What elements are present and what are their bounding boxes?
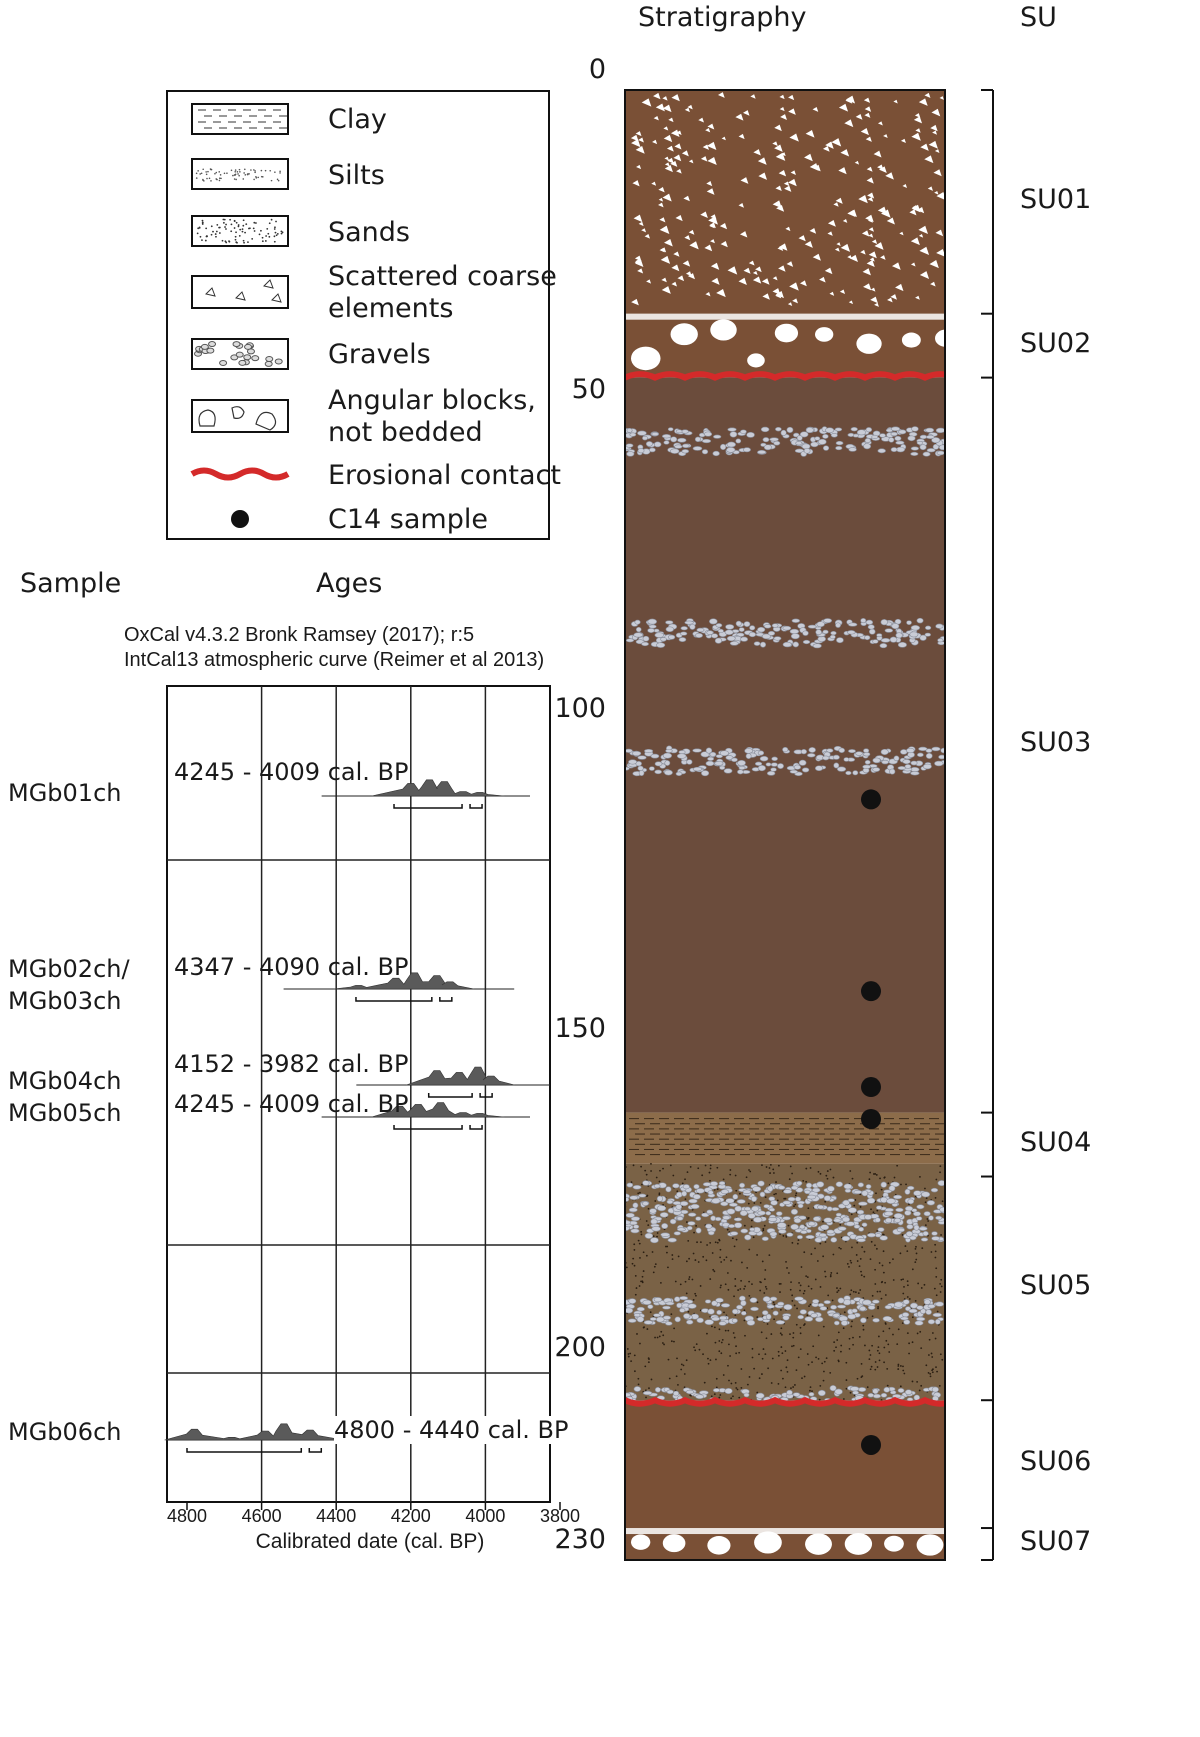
legend-label-clay: Clay: [328, 104, 387, 135]
legend: [166, 90, 550, 540]
depth-label-100: 100: [554, 693, 606, 725]
legend-label-gravels: Gravels: [328, 339, 431, 370]
oxcal-line-1: OxCal v4.3.2 Bronk Ramsey (2017); r:5: [124, 624, 475, 646]
calibration-plot: [164, 685, 561, 1510]
range-label-0: 4245 - 4009 cal. BP: [174, 758, 409, 786]
range-bracket: [427, 1093, 473, 1098]
gravel-band-3: [625, 1180, 945, 1244]
xtick-label-4400: 4400: [316, 1506, 357, 1526]
legend-label-erosional-contact: Erosional contact: [328, 460, 561, 491]
gravel-band-1: [625, 617, 945, 649]
su-label-su06: SU06: [1020, 1446, 1092, 1478]
range-bracket: [393, 804, 463, 809]
su-label-su07: SU07: [1020, 1526, 1092, 1558]
layer-fill: [625, 313, 945, 378]
gravel-band-4: [625, 1295, 944, 1326]
stratigraphic-column: [625, 90, 945, 1560]
probability-shape: [371, 779, 505, 797]
layer-3: [625, 1112, 945, 1164]
layer-0: [625, 90, 945, 314]
legend-label-c14-sample: C14 sample: [328, 504, 488, 535]
su-label-su03: SU03: [1020, 727, 1092, 759]
stratigraphy-header: Stratigraphy: [638, 2, 807, 33]
probability-shape: [371, 1102, 505, 1118]
xtick-label-4800: 4800: [166, 1506, 208, 1526]
xtick-label-3800: 3800: [539, 1506, 581, 1526]
range-label-3: 4245 - 4009 cal. BP: [174, 1090, 409, 1118]
layer-5: [625, 1400, 945, 1529]
legend-label-silts: Silts: [328, 160, 385, 191]
range-label-2: 4152 - 3982 cal. BP: [174, 1050, 409, 1078]
gravel-band-5: [625, 1385, 941, 1404]
range-label-4: 4800 - 4440 cal. BP: [334, 1416, 569, 1444]
sample-distribution-2: [356, 1066, 550, 1098]
sample-header: Sample: [20, 568, 122, 599]
range-bracket-minor: [439, 997, 453, 1002]
layer-fill: [625, 90, 945, 314]
layer-fill: [625, 1112, 945, 1164]
depth-label-0: 0: [588, 54, 606, 85]
layer-fill: [625, 377, 945, 1113]
depth-label-50: 50: [571, 373, 606, 405]
xtick-label-4600: 4600: [241, 1506, 282, 1526]
depth-label-230: 230: [554, 1524, 606, 1555]
ages-header: Ages: [316, 568, 383, 599]
gravel-band-0: [625, 426, 945, 457]
range-bracket-minor: [308, 1448, 323, 1453]
column-outline: [624, 89, 946, 1561]
sample-label-0: MGb01ch: [8, 779, 122, 807]
probability-shape: [333, 972, 475, 990]
depth-label-200: 200: [554, 1332, 606, 1364]
su-label-su04: SU04: [1020, 1126, 1092, 1158]
plot-frame: [166, 685, 551, 1503]
range-bracket: [186, 1448, 303, 1453]
layer-2: [625, 377, 945, 1113]
layer-6: [625, 1528, 945, 1560]
gravel-band-2: [625, 745, 945, 777]
range-bracket-minor: [479, 1093, 493, 1098]
xtick-label-4000: 4000: [465, 1506, 506, 1526]
oxcal-line-2: IntCal13 atmospheric curve (Reimer et al…: [124, 649, 545, 671]
c14-sample-3: [861, 1109, 881, 1129]
sample-distribution-1: [283, 972, 515, 1002]
c14-sample-0: [861, 789, 881, 810]
sample-distribution-3: [321, 1102, 530, 1130]
xtick-label-4200: 4200: [390, 1506, 431, 1526]
c14-sample-1: [861, 981, 881, 1002]
c14-sample-2: [861, 1077, 881, 1098]
depth-label-150: 150: [554, 1012, 606, 1044]
su-label-su05: SU05: [1020, 1270, 1092, 1302]
x-axis-label: Calibrated date (cal. BP): [255, 1530, 485, 1553]
c14-sample-4: [861, 1434, 881, 1455]
layer-fill: [625, 1400, 945, 1529]
range-bracket: [393, 1125, 463, 1130]
sample-label-3: MGb05ch: [8, 1099, 122, 1127]
legend-label-angular-blocks: Angular blocks, not bedded: [328, 385, 536, 448]
su-label-su02: SU02: [1020, 327, 1092, 359]
sample-label-1: MGb02ch/ MGb03ch: [8, 955, 130, 1015]
range-bracket-minor: [469, 1125, 483, 1130]
probability-shape: [164, 1423, 344, 1441]
su-header: SU: [1020, 2, 1057, 33]
erosional-contact-1: [625, 1396, 945, 1407]
range-bracket: [355, 997, 433, 1002]
erosional-contact-0: [625, 371, 945, 381]
legend-label-scattered-coarse: Scattered coarse elements: [328, 261, 557, 324]
range-label-1: 4347 - 4090 cal. BP: [174, 953, 409, 981]
range-bracket-minor: [469, 804, 483, 809]
su-label-su01: SU01: [1020, 183, 1092, 215]
sample-label-2: MGb04ch: [8, 1067, 122, 1095]
sample-distribution-0: [321, 779, 530, 809]
legend-label-sands: Sands: [328, 217, 411, 248]
probability-shape: [406, 1066, 515, 1086]
layer-1: [625, 313, 945, 378]
sample-label-4: MGb06ch: [8, 1418, 122, 1446]
